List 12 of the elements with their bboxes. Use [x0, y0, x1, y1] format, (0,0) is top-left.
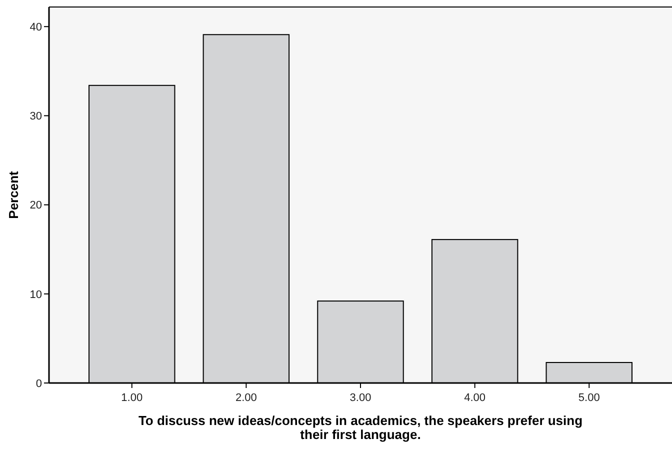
x-tick-label: 4.00: [464, 392, 486, 404]
x-tick-label: 2.00: [235, 392, 257, 404]
y-axis-title: Percent: [6, 170, 21, 219]
y-tick-label: 40: [30, 21, 42, 34]
x-tick-label: 1.00: [121, 392, 143, 404]
y-tick-label: 30: [30, 110, 42, 123]
y-tick-label: 10: [30, 288, 42, 301]
x-tick-label: 5.00: [578, 392, 600, 404]
x-tick-label: 3.00: [350, 392, 372, 404]
y-tick-label: 0: [36, 378, 42, 390]
x-axis-title: To discuss new ideas/concepts in academics, the speakers prefer using their first language.: [138, 413, 583, 442]
y-tick-label: 20: [30, 200, 42, 212]
